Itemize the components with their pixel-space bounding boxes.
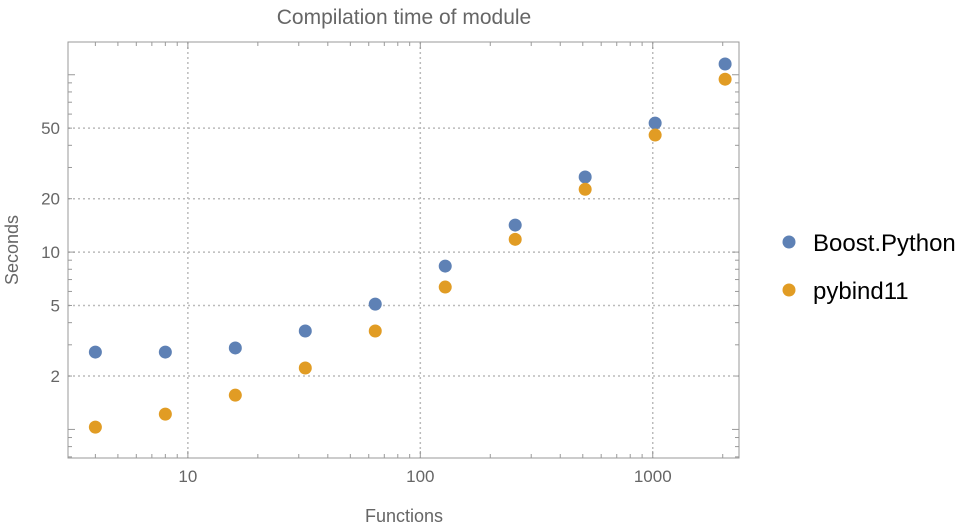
y-tick-label: 50: [41, 119, 60, 138]
y-tick-label: 5: [51, 296, 60, 315]
legend-label: pybind11: [813, 278, 909, 305]
data-point-pybind11: [578, 182, 592, 196]
data-point-pybind11: [648, 128, 662, 142]
data-point-boost-python: [298, 324, 312, 338]
data-point-boost-python: [158, 345, 172, 359]
x-axis-label: Functions: [365, 506, 443, 525]
data-point-boost-python: [718, 57, 732, 71]
legend-label: Boost.Python: [813, 230, 956, 257]
data-point-pybind11: [88, 420, 102, 434]
data-point-boost-python: [508, 218, 522, 232]
legend: Boost.Python pybind11: [782, 230, 956, 305]
y-tick-label: 10: [41, 243, 60, 262]
data-point-boost-python: [438, 259, 452, 273]
data-point-boost-python: [578, 170, 592, 184]
chart-title: Compilation time of module: [277, 6, 531, 29]
data-point-pybind11: [368, 324, 382, 338]
grid: [68, 42, 739, 458]
data-point-pybind11: [718, 72, 732, 86]
data-point-boost-python: [228, 341, 242, 355]
axis-ticks: 10 100 1000 2 5 10 20 50: [41, 42, 739, 486]
y-tick-label: 20: [41, 190, 60, 209]
data-point-pybind11: [228, 388, 242, 402]
data-point-boost-python: [648, 116, 662, 130]
y-tick-label: 2: [51, 367, 60, 386]
x-tick-label: 100: [406, 467, 434, 486]
legend-marker: [782, 235, 796, 249]
data-point-boost-python: [88, 345, 102, 359]
y-axis-label: Seconds: [2, 215, 22, 285]
data-point-pybind11: [298, 361, 312, 375]
data-point-pybind11: [438, 280, 452, 294]
legend-marker: [782, 283, 796, 297]
data-point-pybind11: [508, 232, 522, 246]
plot-frame: [67, 41, 740, 459]
x-tick-label: 10: [178, 467, 197, 486]
data-point-boost-python: [368, 297, 382, 311]
data-points: [88, 57, 732, 434]
data-point-pybind11: [158, 407, 172, 421]
x-tick-label: 1000: [634, 467, 672, 486]
